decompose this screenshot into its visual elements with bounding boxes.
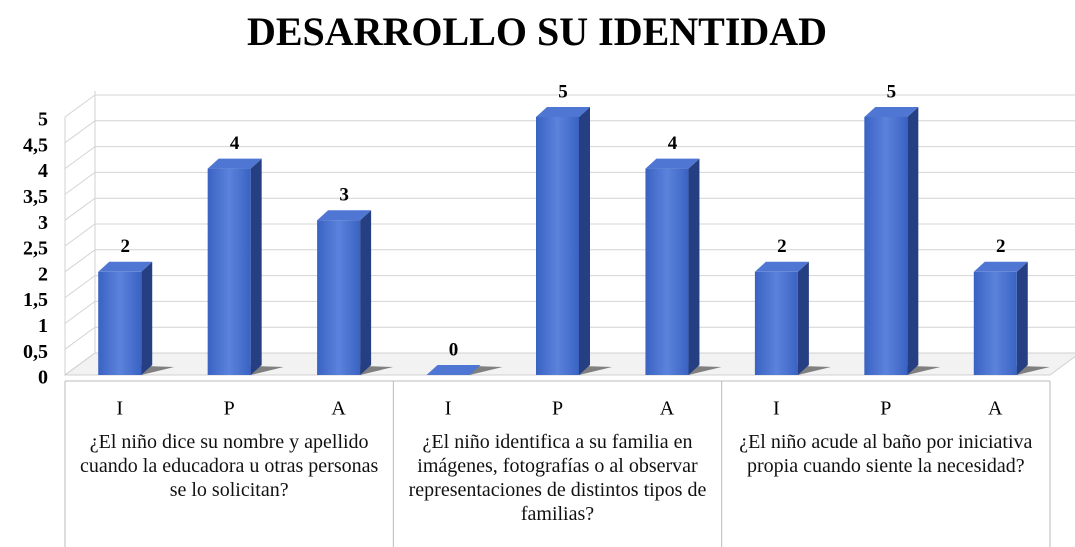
- bar-top: [426, 365, 481, 375]
- data-label: 2: [120, 236, 130, 257]
- bar-top: [645, 158, 700, 169]
- x-tick-label: I: [445, 398, 452, 420]
- grid-line: [64, 300, 1075, 324]
- bar-top: [754, 261, 809, 272]
- y-tick-label: 0: [38, 367, 48, 389]
- x-tick-label: I: [773, 398, 780, 420]
- bar-side: [141, 261, 153, 375]
- bar-top: [973, 261, 1028, 272]
- bar: [973, 271, 1017, 375]
- x-tick-label: A: [331, 398, 346, 420]
- bar: [754, 271, 798, 375]
- bar-side: [688, 158, 700, 375]
- grid-line: [64, 171, 1075, 195]
- grid-line: [64, 275, 1075, 299]
- y-tick-label: 2: [38, 263, 48, 285]
- data-label: 0: [449, 339, 459, 360]
- y-tick-label: 1: [38, 315, 48, 337]
- data-label: 4: [230, 133, 240, 154]
- y-tick-label: 5: [38, 109, 48, 131]
- x-tick-label: A: [988, 398, 1003, 420]
- bar-top: [98, 261, 153, 272]
- group-label: ¿El niño acude al baño por iniciativa pr…: [739, 431, 1033, 477]
- y-tick-label: 4: [38, 160, 48, 182]
- x-tick-label: P: [880, 398, 891, 420]
- data-label: 5: [558, 81, 568, 102]
- bar: [536, 117, 579, 375]
- bar: [207, 168, 251, 375]
- y-tick-label: 2,5: [23, 238, 48, 260]
- bar-side: [579, 107, 590, 375]
- y-tick-label: 3,5: [23, 186, 48, 208]
- bar-top: [207, 158, 262, 169]
- bar-side: [1016, 261, 1028, 375]
- bar-side: [907, 107, 919, 375]
- x-tick-label: A: [660, 398, 675, 420]
- data-label: 3: [339, 185, 349, 206]
- y-tick-label: 4,5: [23, 134, 48, 156]
- bar-side: [797, 261, 809, 375]
- bar-side: [360, 210, 372, 375]
- grid-line: [64, 120, 1075, 144]
- grid-line: [64, 223, 1075, 247]
- bar: [317, 220, 361, 375]
- bar-top: [317, 210, 372, 221]
- grid-line: [64, 249, 1075, 273]
- x-tick-label: P: [552, 398, 563, 420]
- bar: [98, 271, 142, 375]
- back-wall: [64, 91, 96, 376]
- group-label: ¿El niño dice su nombre y apellido cuand…: [80, 431, 379, 501]
- bar-side: [250, 158, 262, 375]
- chart-title: DESARROLLO SU IDENTIDAD: [247, 9, 827, 54]
- grid-line: [64, 94, 1075, 118]
- y-tick-label: 3: [38, 212, 48, 234]
- group-label: ¿El niño identifica a su familia en imág…: [408, 431, 707, 525]
- data-label: 5: [887, 81, 897, 102]
- grid-line: [64, 146, 1075, 170]
- data-label: 4: [668, 133, 678, 154]
- bar: [645, 168, 689, 375]
- y-tick-label: 0,5: [23, 341, 48, 363]
- data-label: 2: [777, 236, 787, 257]
- bar: [864, 117, 908, 375]
- x-tick-label: I: [116, 398, 123, 420]
- bar-top: [536, 107, 590, 117]
- bar-top: [864, 107, 919, 117]
- data-label: 2: [996, 236, 1006, 257]
- grid-line: [64, 326, 1075, 350]
- y-tick-label: 1,5: [23, 289, 48, 311]
- grid-line: [64, 197, 1075, 221]
- x-tick-label: P: [224, 398, 235, 420]
